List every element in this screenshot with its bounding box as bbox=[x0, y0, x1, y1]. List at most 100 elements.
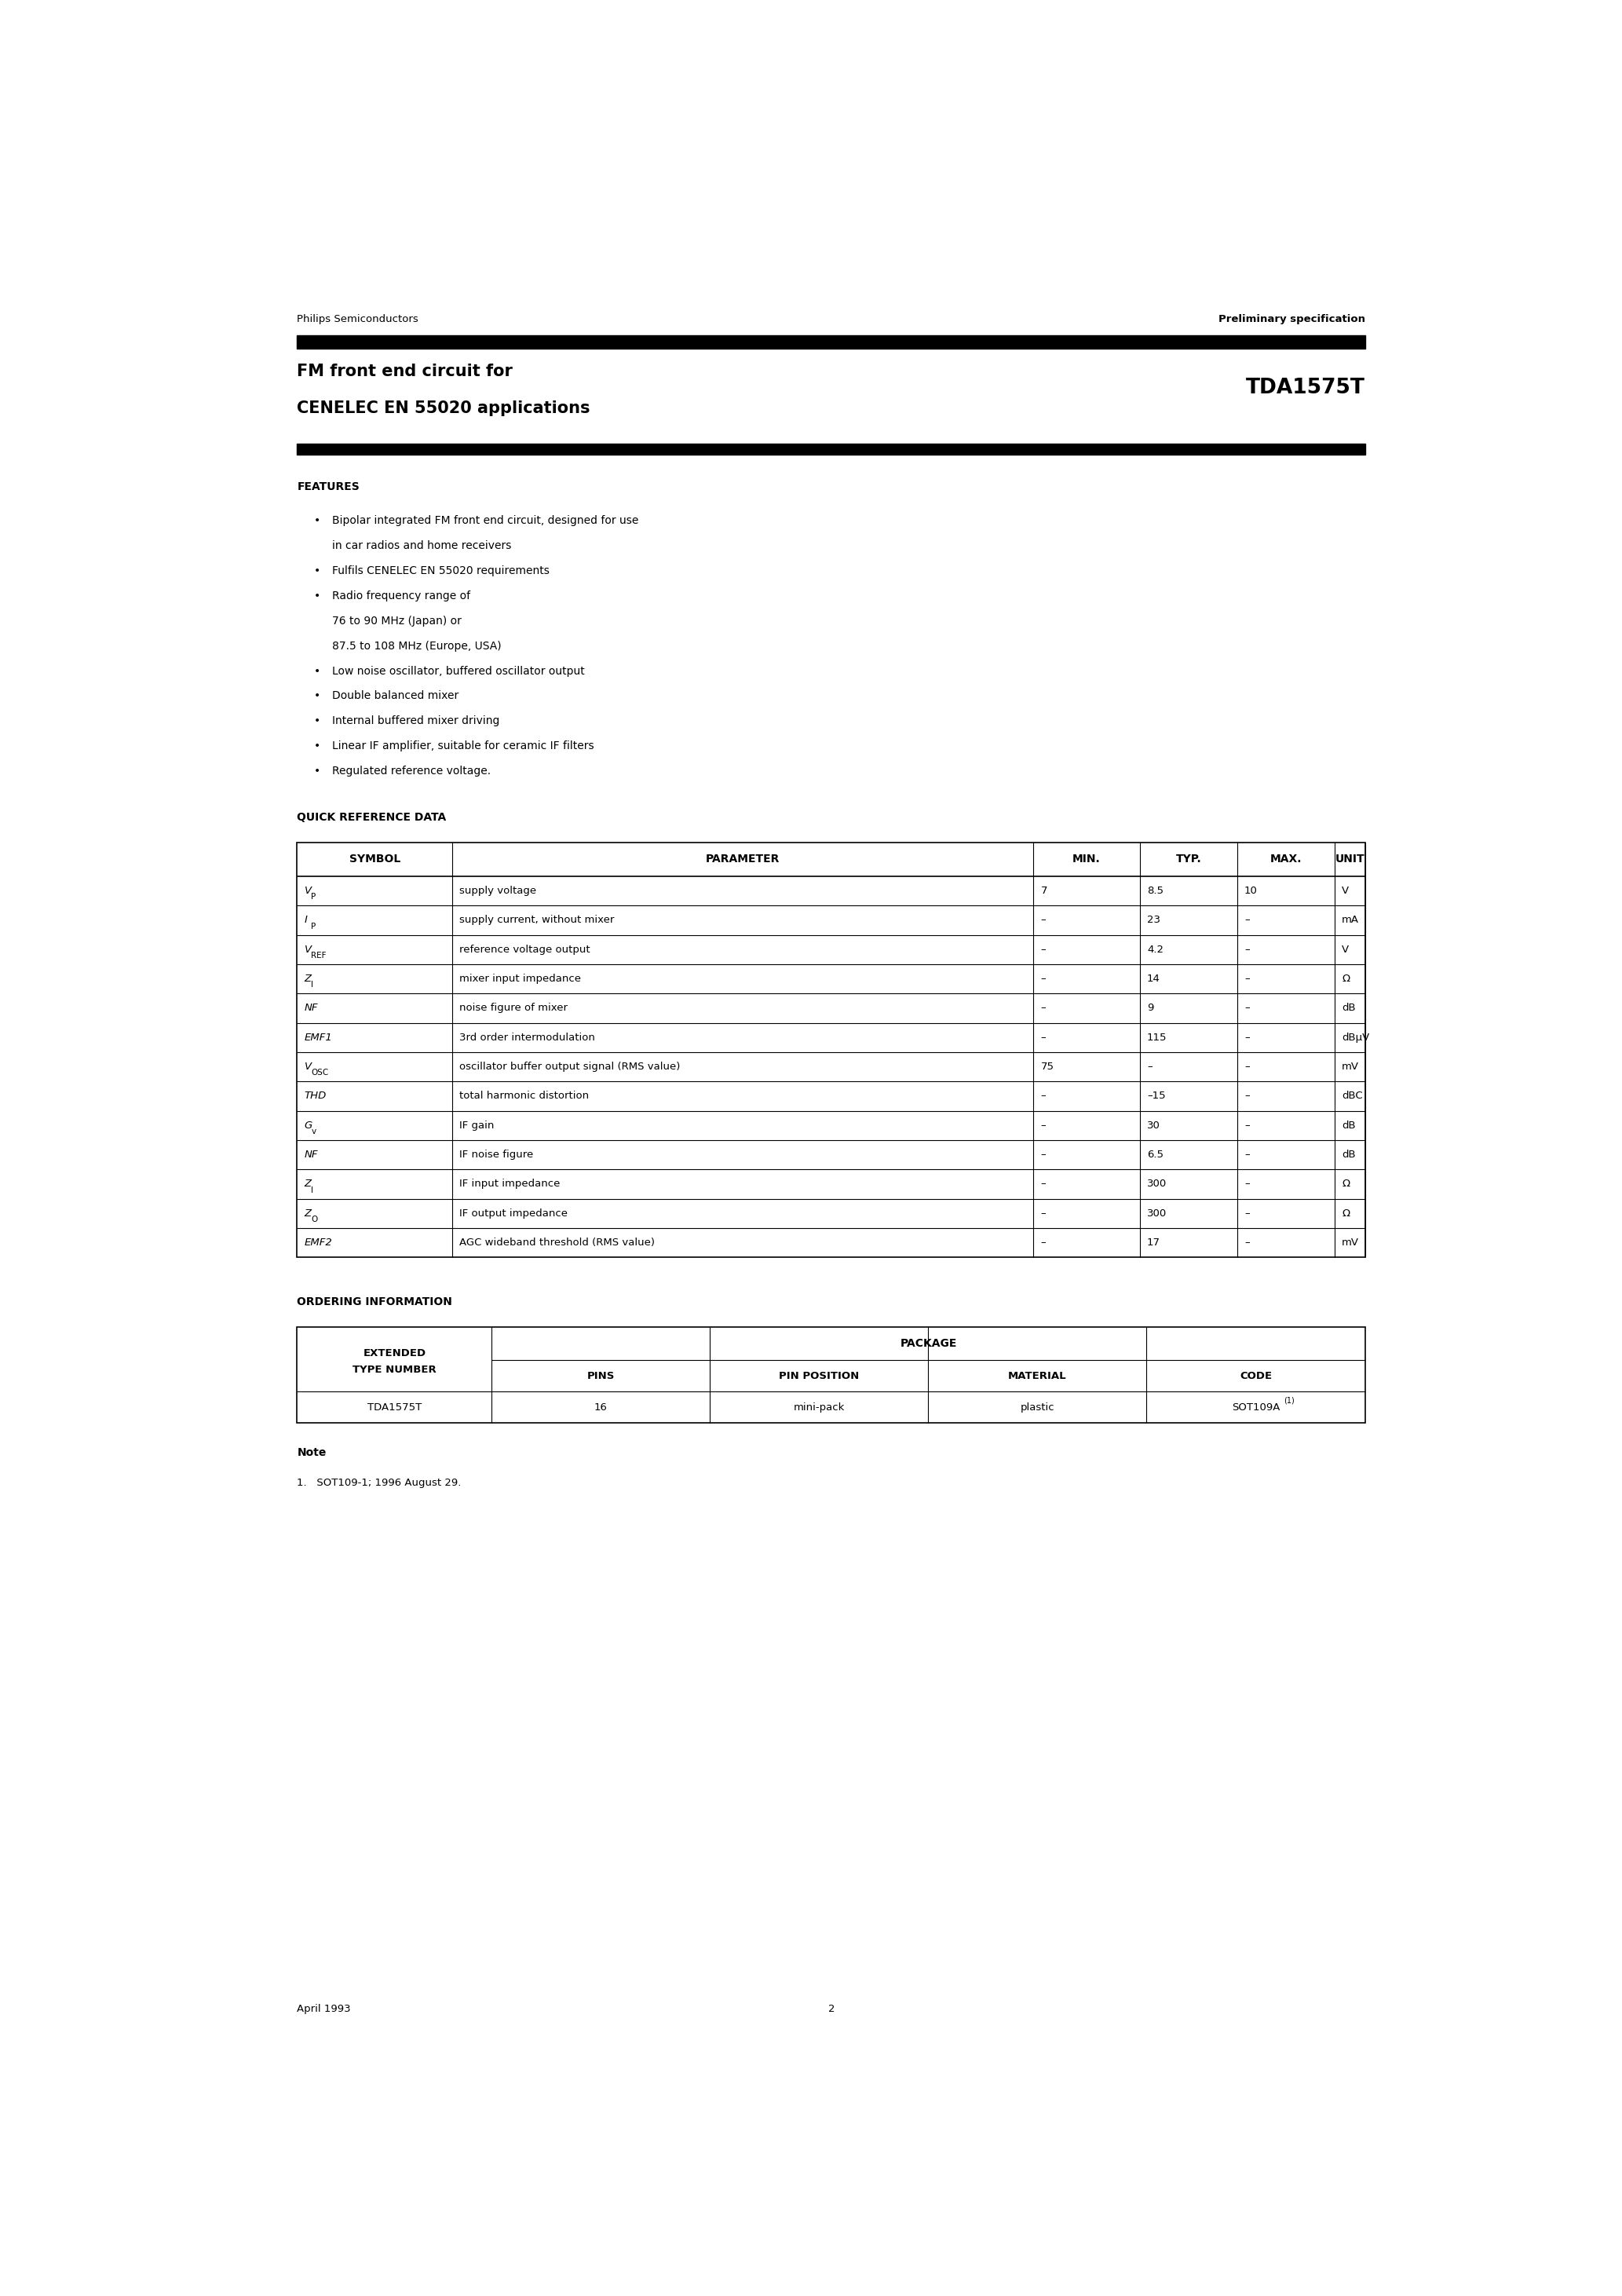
Text: I: I bbox=[305, 916, 308, 925]
Text: IF gain: IF gain bbox=[459, 1120, 495, 1130]
Text: –: – bbox=[1041, 1033, 1046, 1042]
Text: EXTENDED: EXTENDED bbox=[363, 1348, 427, 1359]
Text: Z: Z bbox=[305, 1180, 311, 1189]
Text: TDA1575T: TDA1575T bbox=[1246, 379, 1364, 397]
Text: Radio frequency range of: Radio frequency range of bbox=[333, 590, 470, 602]
Text: PIN POSITION: PIN POSITION bbox=[779, 1371, 860, 1380]
Text: Philips Semiconductors: Philips Semiconductors bbox=[297, 315, 418, 324]
Text: MATERIAL: MATERIAL bbox=[1009, 1371, 1067, 1380]
Text: –: – bbox=[1147, 1061, 1152, 1072]
Text: 23: 23 bbox=[1147, 916, 1160, 925]
Text: I: I bbox=[311, 980, 313, 990]
Text: dBμV: dBμV bbox=[1341, 1033, 1369, 1042]
Bar bbox=[297, 335, 1364, 349]
Text: 30: 30 bbox=[1147, 1120, 1160, 1130]
Text: –: – bbox=[1244, 1033, 1249, 1042]
Text: (1): (1) bbox=[1283, 1396, 1294, 1405]
Text: Fulfils CENELEC EN 55020 requirements: Fulfils CENELEC EN 55020 requirements bbox=[333, 565, 550, 576]
Text: dB: dB bbox=[1341, 1150, 1356, 1159]
Text: PACKAGE: PACKAGE bbox=[900, 1339, 957, 1350]
Text: MAX.: MAX. bbox=[1270, 854, 1302, 866]
Text: mini-pack: mini-pack bbox=[793, 1403, 845, 1412]
Text: Linear IF amplifier, suitable for ceramic IF filters: Linear IF amplifier, suitable for cerami… bbox=[333, 742, 594, 751]
Text: –: – bbox=[1244, 1150, 1249, 1159]
Text: REF: REF bbox=[311, 951, 326, 960]
Text: TYP.: TYP. bbox=[1176, 854, 1202, 866]
Text: 9: 9 bbox=[1147, 1003, 1153, 1013]
Text: Z: Z bbox=[305, 974, 311, 985]
Text: 16: 16 bbox=[594, 1403, 608, 1412]
Text: P: P bbox=[311, 893, 316, 900]
Text: 8.5: 8.5 bbox=[1147, 886, 1163, 895]
Text: ORDERING INFORMATION: ORDERING INFORMATION bbox=[297, 1297, 453, 1309]
Text: –: – bbox=[1041, 916, 1046, 925]
Text: IF noise figure: IF noise figure bbox=[459, 1150, 534, 1159]
Text: reference voltage output: reference voltage output bbox=[459, 944, 590, 955]
Text: G: G bbox=[305, 1120, 313, 1130]
Text: dBC: dBC bbox=[1341, 1091, 1362, 1102]
Text: –: – bbox=[1041, 1003, 1046, 1013]
Text: QUICK REFERENCE DATA: QUICK REFERENCE DATA bbox=[297, 813, 446, 824]
Text: –: – bbox=[1041, 1208, 1046, 1219]
Text: noise figure of mixer: noise figure of mixer bbox=[459, 1003, 568, 1013]
Text: –15: –15 bbox=[1147, 1091, 1166, 1102]
Text: SYMBOL: SYMBOL bbox=[349, 854, 401, 866]
Text: PINS: PINS bbox=[587, 1371, 615, 1380]
Text: –: – bbox=[1041, 1180, 1046, 1189]
Text: total harmonic distortion: total harmonic distortion bbox=[459, 1091, 589, 1102]
Text: Note: Note bbox=[297, 1446, 326, 1458]
Text: –: – bbox=[1244, 1091, 1249, 1102]
Text: 300: 300 bbox=[1147, 1180, 1166, 1189]
Text: –: – bbox=[1041, 944, 1046, 955]
Text: IF input impedance: IF input impedance bbox=[459, 1180, 560, 1189]
Text: –: – bbox=[1244, 1208, 1249, 1219]
Text: –: – bbox=[1041, 974, 1046, 985]
Text: •: • bbox=[315, 666, 321, 677]
Text: Low noise oscillator, buffered oscillator output: Low noise oscillator, buffered oscillato… bbox=[333, 666, 586, 677]
Text: NF: NF bbox=[305, 1150, 318, 1159]
Text: V: V bbox=[305, 944, 311, 955]
Text: dB: dB bbox=[1341, 1003, 1356, 1013]
Text: mA: mA bbox=[1341, 916, 1359, 925]
Text: 300: 300 bbox=[1147, 1208, 1166, 1219]
Text: Ω: Ω bbox=[1341, 974, 1350, 985]
Text: mV: mV bbox=[1341, 1238, 1359, 1247]
Text: Regulated reference voltage.: Regulated reference voltage. bbox=[333, 767, 491, 776]
Text: mV: mV bbox=[1341, 1061, 1359, 1072]
Text: V: V bbox=[1341, 944, 1350, 955]
Text: SOT109A: SOT109A bbox=[1231, 1403, 1280, 1412]
Text: THD: THD bbox=[305, 1091, 326, 1102]
Text: CODE: CODE bbox=[1239, 1371, 1272, 1380]
Text: O: O bbox=[311, 1215, 318, 1224]
Text: –: – bbox=[1244, 1238, 1249, 1247]
Text: •: • bbox=[315, 565, 321, 576]
Text: Ω: Ω bbox=[1341, 1180, 1350, 1189]
Text: IF output impedance: IF output impedance bbox=[459, 1208, 568, 1219]
Text: oscillator buffer output signal (RMS value): oscillator buffer output signal (RMS val… bbox=[459, 1061, 680, 1072]
Text: –: – bbox=[1244, 974, 1249, 985]
Text: 4.2: 4.2 bbox=[1147, 944, 1163, 955]
Text: P: P bbox=[311, 923, 316, 930]
Text: Preliminary specification: Preliminary specification bbox=[1218, 315, 1364, 324]
Text: NF: NF bbox=[305, 1003, 318, 1013]
Text: 2: 2 bbox=[827, 2004, 835, 2014]
Text: PARAMETER: PARAMETER bbox=[706, 854, 780, 866]
Text: dB: dB bbox=[1341, 1120, 1356, 1130]
Text: 10: 10 bbox=[1244, 886, 1257, 895]
Text: –: – bbox=[1041, 1150, 1046, 1159]
Text: 3rd order intermodulation: 3rd order intermodulation bbox=[459, 1033, 595, 1042]
Text: –: – bbox=[1244, 1120, 1249, 1130]
Text: V: V bbox=[305, 886, 311, 895]
Text: 115: 115 bbox=[1147, 1033, 1168, 1042]
Text: FEATURES: FEATURES bbox=[297, 482, 360, 494]
Bar bbox=[297, 1327, 1364, 1424]
Text: Internal buffered mixer driving: Internal buffered mixer driving bbox=[333, 716, 500, 726]
Text: –: – bbox=[1244, 1003, 1249, 1013]
Text: v: v bbox=[311, 1127, 316, 1137]
Text: AGC wideband threshold (RMS value): AGC wideband threshold (RMS value) bbox=[459, 1238, 655, 1247]
Text: Bipolar integrated FM front end circuit, designed for use: Bipolar integrated FM front end circuit,… bbox=[333, 514, 639, 526]
Bar bbox=[297, 443, 1364, 455]
Text: April 1993: April 1993 bbox=[297, 2004, 350, 2014]
Text: 17: 17 bbox=[1147, 1238, 1160, 1247]
Text: UNIT: UNIT bbox=[1335, 854, 1364, 866]
